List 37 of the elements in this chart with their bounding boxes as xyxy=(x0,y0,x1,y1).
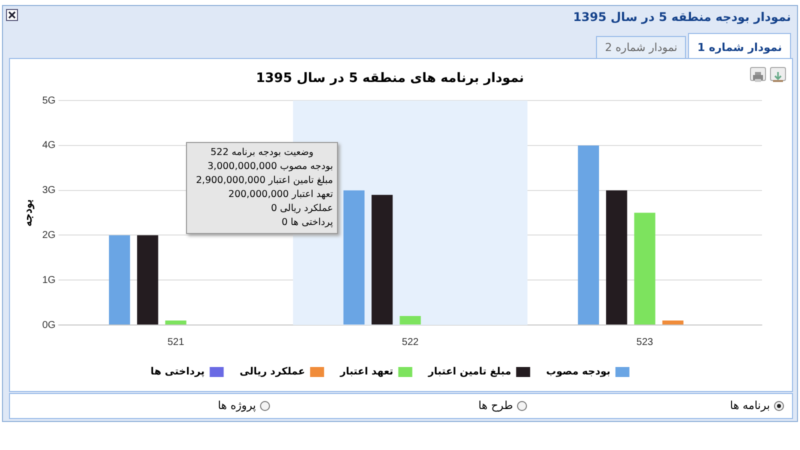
text: پروژه ها xyxy=(218,399,256,412)
y-tick-label: 2G xyxy=(42,230,56,241)
bar xyxy=(343,190,365,324)
legend-label: عملکرد ریالی xyxy=(240,366,306,378)
y-tick-label: 0G xyxy=(42,320,56,331)
bar xyxy=(137,235,158,324)
bar xyxy=(372,194,393,324)
legend-label: تعهد اعتبار xyxy=(339,366,394,378)
y-tick-label: 3G xyxy=(42,185,56,196)
bar xyxy=(165,320,186,324)
y-tick-label: 5G xyxy=(42,95,56,106)
x-tick-label: 521 xyxy=(167,336,185,348)
annotation: مبلغ تامین اعتبار 2,900,000,000 xyxy=(195,174,333,188)
legend-label: مبلغ تامین اعتبار xyxy=(427,366,512,378)
annotation: بودجه مصوب 3,000,000,000 xyxy=(206,160,333,174)
text: نمودار بودجه منطقه 5 در سال 1395 xyxy=(573,10,791,24)
bar xyxy=(578,145,600,324)
bar xyxy=(634,212,656,324)
y-axis-title: بودجه xyxy=(22,199,35,226)
text: نمودار شماره 2 xyxy=(596,36,686,58)
text: برنامه ها xyxy=(730,399,770,412)
annotation: پرداختی ها 0 xyxy=(280,216,333,230)
y-tick-label: 4G xyxy=(42,140,56,152)
text: طرح ها xyxy=(478,399,513,412)
x-tick-label: 523 xyxy=(636,336,654,348)
bar xyxy=(606,190,628,324)
annotation: تعهد اعتبار 200,000,000 xyxy=(227,188,333,202)
bar xyxy=(108,235,130,324)
y-tick-label: 1G xyxy=(42,274,56,286)
bar xyxy=(662,320,684,324)
chart-title: نمودار برنامه های منطقه 5 در سال 1395 xyxy=(256,71,524,86)
annotation: عملکرد ریالی 0 xyxy=(270,202,333,216)
x-tick-label: 522 xyxy=(402,336,420,348)
legend-label: بودجه مصوب xyxy=(546,366,610,378)
bar xyxy=(400,316,421,324)
annotation: وضعیت بودجه برنامه 522 xyxy=(210,146,314,160)
legend-label: پرداختی ها xyxy=(150,366,205,378)
